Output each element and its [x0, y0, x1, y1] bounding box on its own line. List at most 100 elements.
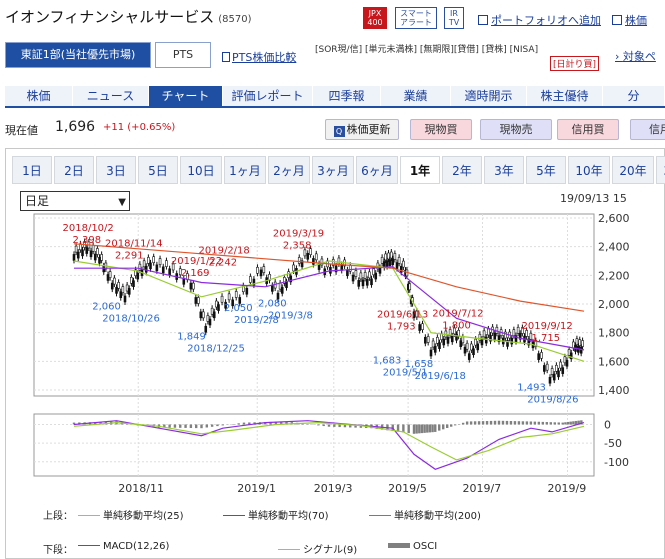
candle-body — [540, 352, 543, 359]
range-tab-12[interactable]: 5年 — [526, 156, 566, 184]
range-tab-1[interactable]: 2日 — [54, 156, 94, 184]
refresh-price-button[interactable]: Q 株価更新 — [325, 119, 399, 140]
osci-bar — [549, 422, 552, 425]
candle-body — [165, 260, 168, 267]
range-tab-10[interactable]: 2年 — [442, 156, 482, 184]
candle-body — [76, 251, 80, 259]
smart-alert-button[interactable]: スマート アラート — [395, 7, 437, 29]
portfolio-icon — [478, 15, 488, 25]
range-tab-0[interactable]: 1日 — [12, 156, 52, 184]
osci-bar — [317, 424, 320, 426]
x-tick: 2019/5 — [388, 482, 427, 495]
irtv-button[interactable]: IR TV — [444, 7, 464, 29]
candle-body — [85, 247, 89, 254]
candle-body — [559, 361, 562, 369]
pts-compare-link[interactable]: PTS株価比較 — [222, 49, 296, 65]
tab-pts[interactable]: PTS — [155, 42, 211, 68]
candle-body — [446, 337, 450, 344]
osci-bar — [485, 421, 489, 425]
range-tab-3[interactable]: 5日 — [138, 156, 178, 184]
candle-body — [565, 359, 569, 367]
nav-item-5[interactable]: 業績 — [381, 86, 451, 106]
candle-body — [378, 267, 382, 274]
nav-item-0[interactable]: 株価 — [5, 86, 73, 106]
target-link[interactable]: › 対象ペ — [615, 50, 656, 63]
nav-item-4[interactable]: 四季報 — [313, 86, 381, 106]
low-annotation-date: 2,050 — [224, 303, 253, 314]
current-price: 1,696 — [55, 119, 96, 135]
nav-item-1[interactable]: ニュース — [73, 86, 149, 106]
candle-body — [572, 341, 575, 349]
osci-bar — [253, 422, 256, 425]
nav-item-3[interactable]: 評価レポート — [223, 86, 313, 106]
candle-body — [478, 333, 482, 341]
range-tab-5[interactable]: 1ヶ月 — [224, 156, 266, 184]
candle-body — [555, 364, 558, 372]
candle-body — [220, 295, 224, 303]
cash-buy-button[interactable]: 現物買 — [410, 119, 472, 140]
candle-body — [238, 297, 242, 304]
range-tab-14[interactable]: 20年 — [612, 156, 654, 184]
margin-sell-button[interactable]: 信用 — [630, 119, 665, 140]
candle-body — [331, 259, 335, 266]
candle-body — [514, 335, 518, 342]
jpx400-badge[interactable]: JPX 400 — [363, 7, 387, 29]
osci-bar — [509, 421, 513, 425]
candle-body — [387, 252, 390, 260]
range-tab-4[interactable]: 10日 — [180, 156, 222, 184]
range-tab-8[interactable]: 6ヶ月 — [356, 156, 398, 184]
candle-body — [201, 311, 205, 319]
add-portfolio-link[interactable]: ポートフォリオへ追加 — [478, 12, 601, 28]
candle-body — [134, 269, 137, 277]
tab-primary-market[interactable]: 東証1部(当社優先市場) — [5, 42, 151, 68]
nav-item-2[interactable]: チャート — [149, 86, 223, 106]
upper-y-tick: 1,400 — [598, 384, 630, 397]
low-annotation-value: 2019/6/18 — [415, 371, 466, 382]
osci-bar — [205, 424, 209, 428]
candle-body — [474, 338, 477, 346]
candle-body — [115, 287, 118, 294]
osci-bar — [489, 420, 493, 425]
candle-body — [525, 330, 528, 337]
osci-bar — [521, 421, 525, 425]
range-tab-6[interactable]: 2ヶ月 — [268, 156, 310, 184]
range-tab-9[interactable]: 1年 — [400, 156, 440, 184]
candle-body — [552, 373, 556, 381]
upper-y-tick: 2,600 — [598, 212, 630, 225]
osci-bar — [285, 421, 288, 425]
candle-body — [442, 338, 446, 346]
stock-code: (8570) — [218, 14, 252, 25]
category-tags: [SOR現/信] [単元未満株] [無期限][貸借] [貸株] [NISA] — [315, 45, 539, 55]
range-tab-2[interactable]: 3日 — [96, 156, 136, 184]
period-select[interactable]: 日足 ▼ — [20, 191, 130, 211]
candle-body — [234, 291, 238, 298]
osci-bar — [438, 424, 441, 431]
candle-body — [81, 249, 84, 257]
candle-body — [314, 253, 318, 261]
candle-body — [426, 336, 430, 343]
osci-bar — [537, 421, 541, 425]
upper-y-tick: 2,200 — [598, 269, 630, 282]
stock-price-link[interactable]: 株価 — [612, 12, 647, 28]
candle-body — [100, 254, 103, 261]
osci-bar — [189, 424, 193, 429]
high-annotation-value: 2,358 — [283, 241, 312, 252]
candle-body — [206, 315, 210, 322]
candle-body — [197, 297, 200, 304]
range-tab-15[interactable]: 30年 — [656, 156, 665, 184]
nav-item-7[interactable]: 株主優待 — [527, 86, 603, 106]
legend-lower: 下段： MACD(12,26) シグナル(9) OSCI — [33, 539, 665, 556]
range-tab-7[interactable]: 3ヶ月 — [312, 156, 354, 184]
lower-y-tick: -100 — [604, 456, 629, 469]
range-tab-11[interactable]: 3年 — [484, 156, 524, 184]
range-tab-13[interactable]: 10年 — [568, 156, 610, 184]
osci-bar — [322, 424, 325, 427]
nav-item-6[interactable]: 適時開示 — [451, 86, 527, 106]
candle-body — [74, 245, 78, 253]
cash-sell-button[interactable]: 現物売 — [480, 119, 552, 140]
osci-bar — [327, 424, 331, 427]
margin-buy-button[interactable]: 信用買 — [557, 119, 619, 140]
candle-body — [548, 376, 552, 384]
nav-item-8[interactable]: 分 — [603, 86, 665, 106]
candle-body — [433, 346, 437, 353]
